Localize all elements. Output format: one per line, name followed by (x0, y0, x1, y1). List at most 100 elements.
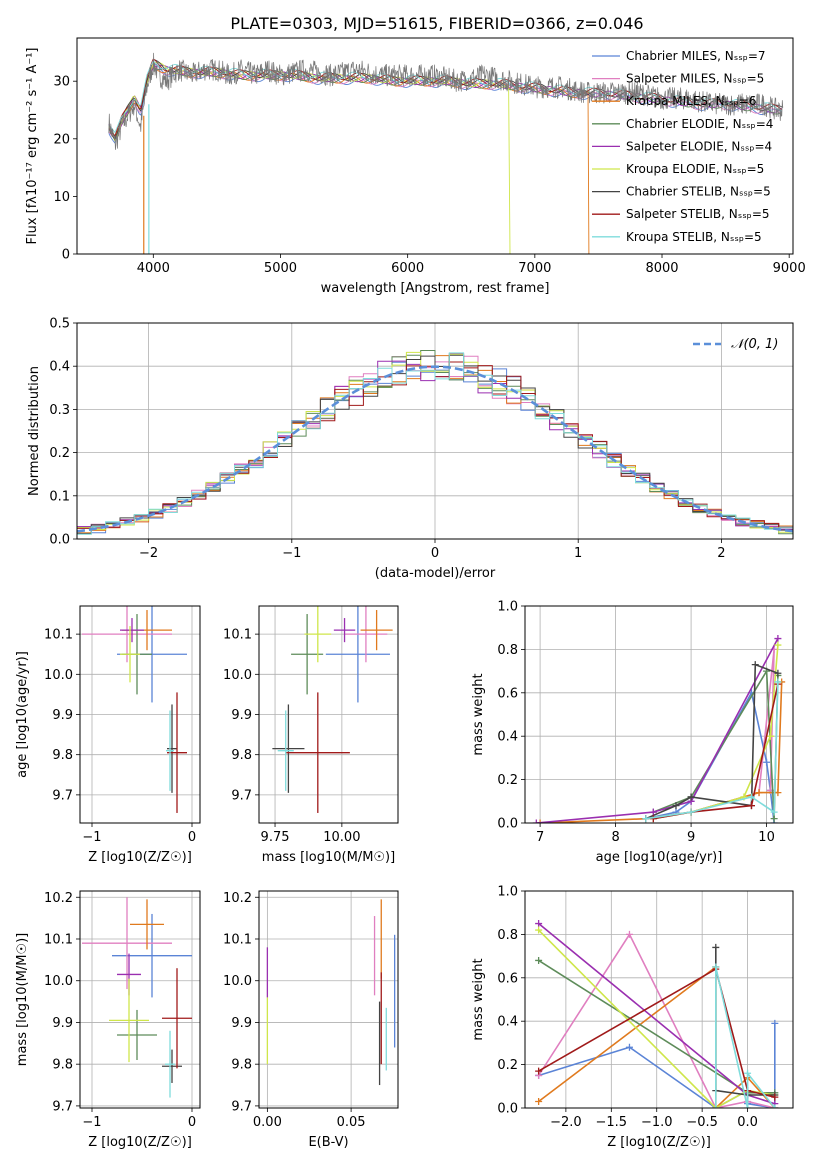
spectrum-y-tick-label: 30 (53, 75, 70, 90)
weight_vs_Z-marker (535, 920, 543, 928)
age_vs_mass-y-tick-label: 10.0 (223, 668, 252, 683)
mass_vs_ebv-y-tick-label: 10.2 (223, 891, 252, 906)
age_vs_mass-y-tick-label: 10.1 (223, 628, 252, 643)
age_vs_mass-axes (259, 606, 398, 823)
residuals-x-tick-label: 0 (431, 546, 439, 561)
spectrum-frame (76, 37, 794, 255)
weight_vs_Z-marker (771, 1093, 779, 1101)
mass_vs_Z-x-tick-label: 0 (188, 1115, 196, 1130)
mass_vs_Z-point (109, 978, 149, 1063)
weight_vs_age-marker (770, 808, 778, 816)
weight_vs_Z-marker (712, 963, 720, 971)
age_vs_mass-x-tick-label: 10.00 (323, 830, 360, 845)
weight_vs_Z-marker (771, 1104, 779, 1108)
weight_vs_age-y-tick-label: 0.8 (497, 643, 518, 658)
weight_vs_Z-line-salpeter-stelib (538, 967, 775, 1098)
age_vs_mass-point (360, 610, 393, 651)
age_vs_mass-point (277, 710, 294, 791)
weight_vs_age-marker (642, 815, 650, 823)
legend-label: Kroupa ELODIE, Nₛₛₚ=5 (626, 162, 764, 176)
residuals-x-tick-label: 2 (717, 546, 725, 561)
weight_vs_Z-line-kroupa-elodie (538, 929, 775, 1108)
weight_vs_age-marker (774, 635, 782, 643)
mass_vs_Z-frame (79, 890, 201, 1109)
weight_vs_age-marker (536, 819, 544, 823)
weight_vs_Z-marker (535, 956, 543, 964)
weight_vs_Z-x-axis-label: Z [log10(Z/Z☉)] (607, 1135, 711, 1150)
spectrum-y-axis-label: Flux [fλ10⁻¹⁷ erg cm⁻² s⁻¹ A⁻¹] (25, 48, 40, 245)
spectrum-x-tick-label: 8000 (645, 261, 678, 276)
weight_vs_age-x-tick-label: 7 (536, 830, 544, 845)
weight_vs_Z-line-salpeter-miles (537, 932, 775, 1108)
weight_vs_age-marker (672, 802, 680, 810)
legend-label: Chabrier STELIB, Nₛₛₚ=5 (626, 185, 771, 199)
mass_vs_ebv-x-axis-label: E(B-V) (308, 1135, 348, 1150)
mass_vs_Z-point (162, 1049, 182, 1083)
weight_vs_Z-marker (535, 1067, 543, 1075)
mass_vs_ebv-y-tick-label: 10.1 (223, 932, 252, 947)
weight_vs_age-y-tick-label: 0.0 (497, 817, 518, 832)
weight_vs_age-marker (774, 678, 782, 686)
weight_vs_Z-x-tick-label: −1.0 (641, 1115, 673, 1130)
age_vs_Z-y-tick-label: 9.8 (52, 748, 73, 763)
weight_vs_Z-line-kroupa-stelib (715, 966, 776, 1108)
weight_vs_age-y-tick-label: 0.2 (497, 773, 518, 788)
weight_vs_age-marker (747, 802, 755, 810)
mass_vs_Z-y-tick-label: 10.1 (44, 932, 73, 947)
weight_vs_age-marker (755, 789, 763, 797)
weight_vs_age-marker (751, 661, 759, 669)
weight_vs_Z-y-tick-label: 0.4 (497, 1015, 518, 1030)
gaussian-curve (77, 365, 793, 533)
figure-title: PLATE=0303, MJD=51615, FIBERID=0366, z=0… (230, 14, 643, 33)
mass_vs_ebv-y-tick-label: 9.8 (231, 1058, 252, 1073)
age_vs_mass-y-tick-label: 9.9 (231, 708, 252, 723)
weight_vs_age-marker (532, 819, 540, 823)
weight_vs_Z-y-tick-label: 1.0 (497, 885, 518, 900)
age_vs_Z-y-tick-label: 10.1 (44, 628, 73, 643)
mass_vs_ebv-x-tick-label: 0.00 (253, 1115, 282, 1130)
weight_vs_Z-marker (535, 926, 543, 934)
age_vs_Z-y-tick-label: 9.7 (52, 788, 73, 803)
age_vs_Z-point (120, 626, 140, 683)
age_vs_mass-point (344, 606, 388, 663)
age_vs_Z-point (82, 606, 172, 663)
weight_vs_age-frame (524, 605, 794, 824)
spectrum-x-axis-label: wavelength [Angstrom, rest frame] (321, 281, 550, 296)
weight_vs_age-marker (774, 669, 782, 677)
weight_vs_age-x-tick-label: 8 (611, 830, 619, 845)
weight_vs_Z-marker (744, 1069, 752, 1077)
mass_vs_Z-point (130, 899, 164, 950)
mass_vs_ebv-y-tick-label: 9.9 (231, 1016, 252, 1031)
legend-label: Chabrier MILES, Nₛₛₚ=7 (626, 49, 766, 63)
residuals-y-tick-label: 0.2 (49, 446, 70, 461)
residual-legend: 𝒩(0, 1) (693, 337, 778, 352)
legend-label: Salpeter ELODIE, Nₛₛₚ=4 (626, 139, 772, 153)
weight_vs_age-marker (774, 641, 782, 649)
weight_vs_Z-x-tick-label: −1.5 (596, 1115, 628, 1130)
spectrum-y-tick-label: 10 (53, 190, 70, 205)
weight_vs_Z-marker (744, 1104, 752, 1108)
age_vs_mass-x-tick-label: 9.75 (261, 830, 290, 845)
spectrum-x-tick-label: 6000 (391, 261, 424, 276)
weight_vs_age-axes (525, 605, 793, 824)
mass_vs_Z-y-tick-label: 9.9 (52, 1016, 73, 1031)
age_vs_mass-point (333, 618, 356, 643)
mass_vs_Z-x-tick-label: −1 (82, 1115, 101, 1130)
mass_vs_ebv-y-tick-label: 10.0 (223, 974, 252, 989)
legend-label: Chabrier ELODIE, Nₛₛₚ=4 (626, 117, 773, 131)
weight_vs_Z-marker (625, 1043, 633, 1051)
age_vs_mass-point (325, 606, 390, 703)
mass_vs_Z-y-axis-label: mass [log10(M/M☉)] (15, 933, 30, 1066)
weight_vs_age-y-tick-label: 0.6 (497, 686, 518, 701)
mass_vs_Z-x-axis-label: Z [log10(Z/Z☉)] (88, 1135, 192, 1150)
age_vs_mass-point (285, 692, 350, 813)
weight_vs_age-y-tick-label: 0.4 (497, 730, 518, 745)
spectrum-data-line (108, 52, 784, 150)
legend-label: Salpeter MILES, Nₛₛₚ=5 (626, 72, 764, 86)
residuals-x-tick-label: 1 (574, 546, 582, 561)
spectrum-legend: Chabrier MILES, Nₛₛₚ=7 Salpeter MILES, Nₛ… (592, 49, 773, 244)
weight_vs_Z-marker (712, 943, 720, 951)
weight_vs_Z-marker (771, 1019, 779, 1027)
spectrum-y-tick-label: 20 (53, 132, 70, 147)
